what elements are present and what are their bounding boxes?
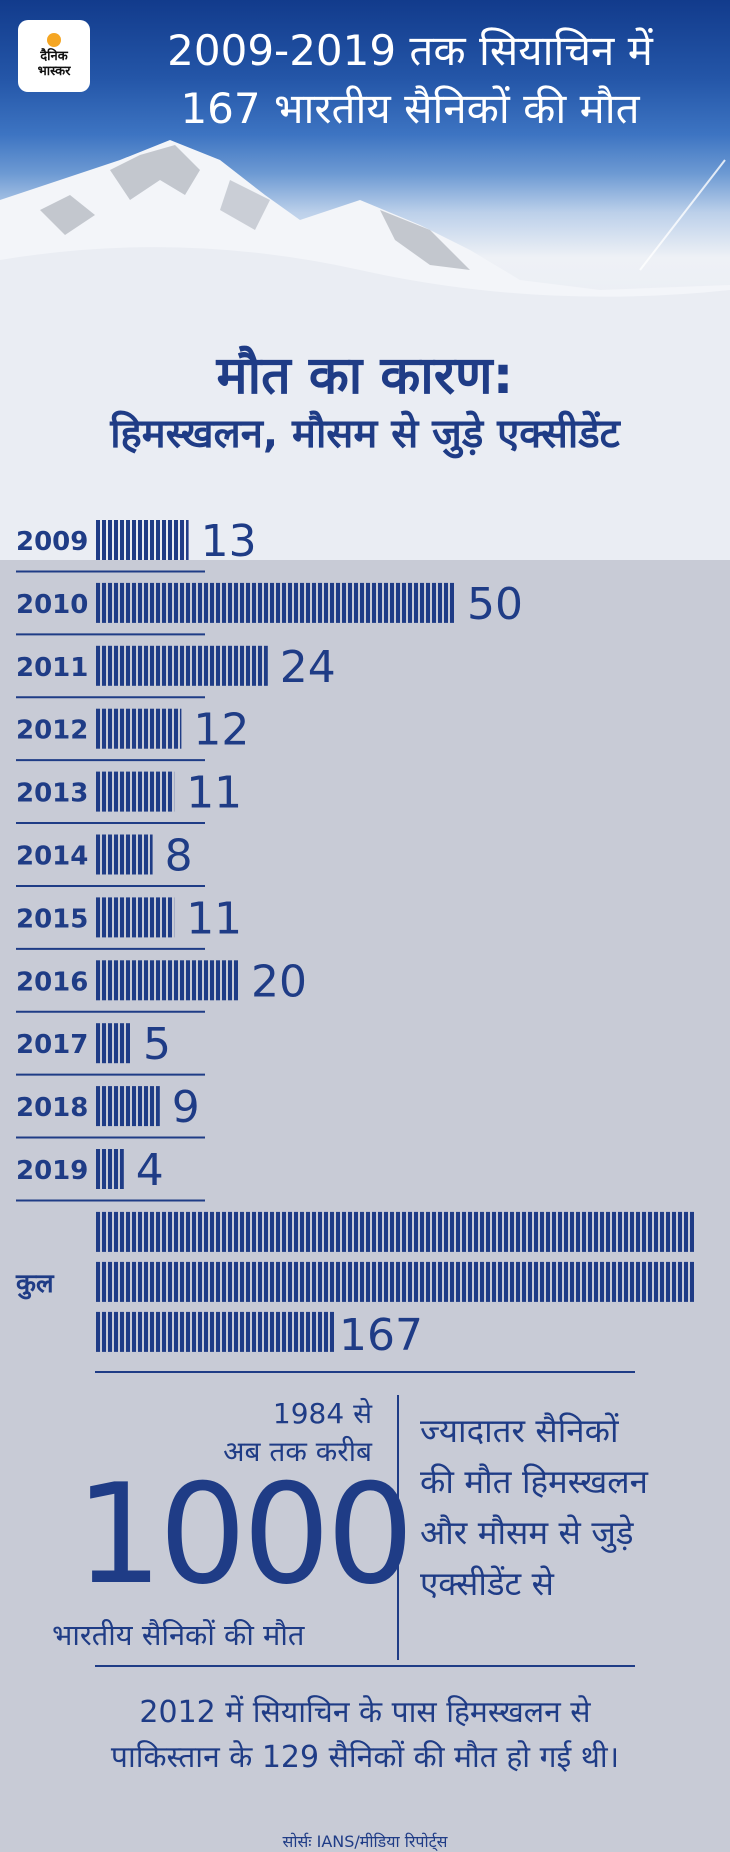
year-label: 2018: [16, 1093, 88, 1123]
bar-2013: [95, 771, 175, 812]
bar-2019: [95, 1149, 124, 1189]
value-label: 20: [251, 956, 307, 1007]
chart-subtitle: मौत का कारण: हिमस्खलन, मौसम से जुड़े एक्…: [0, 345, 730, 461]
logo-text-line2: भास्कर: [37, 64, 71, 79]
bar-2011: [95, 645, 268, 686]
bar-2016: [95, 960, 239, 1001]
pakistan-note: 2012 में सियाचिन के पास हिमस्खलन से पाकि…: [0, 1690, 730, 1780]
snow-mountain-image: [0, 140, 730, 560]
total-value-label: 167: [339, 1310, 423, 1360]
value-label: 9: [172, 1082, 200, 1133]
header-background: दैनिक भास्कर 2009-2019 तक सियाचिन में 16…: [0, 0, 730, 560]
year-label: 2012: [16, 716, 88, 746]
value-label: 11: [186, 768, 242, 819]
bar-2010: [95, 582, 455, 623]
value-label: 8: [165, 831, 193, 882]
year-label: 2019: [16, 1156, 88, 1186]
bar-2015: [95, 897, 175, 938]
value-label: 4: [136, 1145, 164, 1196]
value-label: 24: [280, 642, 336, 693]
bar-2018: [95, 1086, 160, 1127]
reason-line: और मौसम से जुड़े: [420, 1513, 634, 1552]
year-label: 2014: [16, 842, 88, 872]
pak-line1: 2012 में सियाचिन के पास हिमस्खलन से: [139, 1695, 591, 1730]
bar-2009: [95, 520, 189, 560]
year-label: 2015: [16, 904, 88, 934]
since-1984-text: 1984 से अब तक करीब: [223, 1395, 372, 1471]
year-label: 2011: [16, 653, 88, 683]
vertical-divider: [397, 1395, 399, 1660]
sun-icon: [47, 33, 61, 47]
value-label: 12: [193, 705, 249, 756]
bar-2014: [95, 834, 153, 875]
bar-total-segment: [95, 1261, 695, 1302]
page-title: 2009-2019 तक सियाचिन में 167 भारतीय सैनि…: [110, 22, 710, 138]
since-line2: अब तक करीब: [223, 1435, 372, 1468]
subtitle-line1: मौत का कारण:: [216, 346, 514, 406]
value-label: 13: [201, 516, 257, 567]
total-label: कुल: [15, 1269, 55, 1300]
dainik-bhaskar-logo: दैनिक भास्कर: [18, 20, 90, 92]
year-label: 2013: [16, 779, 88, 809]
divider-top: [95, 1371, 635, 1373]
bar-total-segment: [95, 1211, 695, 1252]
bar-2012: [95, 708, 182, 749]
source-credit: सोर्सः IANS/मीडिया रिपोर्ट्स: [282, 1832, 448, 1851]
title-line2: 167 भारतीय सैनिकों की मौत: [180, 84, 640, 133]
reason-line: ज्यादातर सैनिकों: [420, 1411, 619, 1450]
pak-line2: पाकिस्तान के 129 सैनिकों की मौत हो गई थी…: [110, 1740, 620, 1775]
value-label: 11: [186, 893, 242, 944]
reason-line: एक्सीडेंट से: [420, 1564, 554, 1603]
big-number-caption: भारतीय सैनिकों की मौत: [52, 1618, 305, 1652]
since-line1: 1984 से: [272, 1397, 372, 1430]
divider-bottom: [95, 1665, 635, 1667]
big-number: 1000: [75, 1454, 414, 1615]
year-label: 2010: [16, 590, 88, 620]
logo-text-line1: दैनिक: [40, 49, 68, 64]
reason-text: ज्यादातर सैनिकों की मौत हिमस्खलन और मौसम…: [420, 1405, 720, 1609]
value-label: 5: [143, 1019, 171, 1070]
title-line1: 2009-2019 तक सियाचिन में: [167, 26, 653, 75]
bar-total-segment: [95, 1311, 335, 1352]
bar-2017: [95, 1023, 131, 1064]
year-label: 2017: [16, 1030, 88, 1060]
year-label: 2009: [16, 527, 88, 557]
subtitle-line2: हिमस्खलन, मौसम से जुड़े एक्सीडेंट: [110, 411, 620, 457]
value-label: 50: [467, 579, 523, 630]
year-label: 2016: [16, 967, 88, 997]
reason-line: की मौत हिमस्खलन: [420, 1462, 648, 1501]
